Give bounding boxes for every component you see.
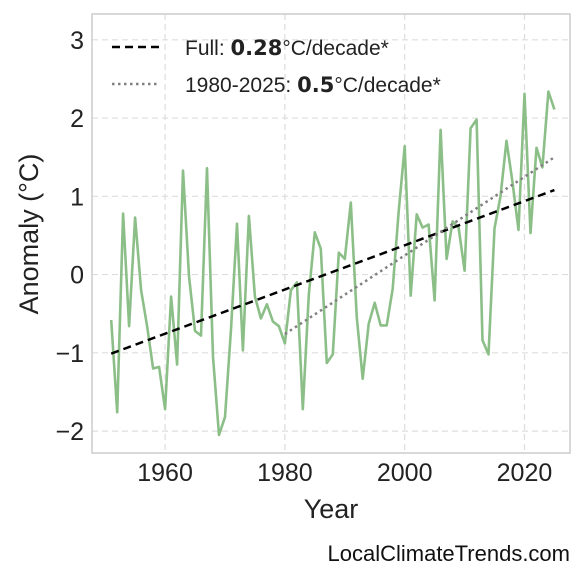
legend-full-prefix: Full: (185, 37, 231, 60)
legend: Full: 0.28°C/decade* 1980-2025: 0.5°C/de… (112, 36, 441, 97)
y-axis: −2 −1 0 1 2 3 (55, 27, 84, 446)
legend-recent-unit: °C/decade* (334, 74, 440, 97)
legend-full-unit: °C/decade* (282, 37, 388, 60)
x-tick-label: 2020 (497, 459, 553, 487)
y-tick-label: −1 (55, 340, 84, 368)
legend-recent-rate: 0.5 (297, 73, 334, 97)
x-axis-label: Year (304, 494, 359, 524)
legend-recent-trend-label: 1980-2025: 0.5°C/decade* (185, 73, 441, 97)
anomaly-series-line (109, 90, 556, 437)
x-tick-label: 2000 (377, 459, 433, 487)
site-credit: LocalClimateTrends.com (328, 541, 571, 566)
plot-frame (91, 13, 571, 454)
plot-background (92, 14, 570, 453)
grid (92, 14, 570, 453)
x-axis: 1960 1980 2000 2020 (137, 459, 552, 487)
y-tick-label: 0 (70, 262, 84, 290)
full-trend-line (110, 188, 555, 355)
y-tick-label: 1 (70, 183, 84, 211)
x-tick-label: 1960 (137, 459, 193, 487)
legend-full-trend-label: Full: 0.28°C/decade* (185, 36, 389, 60)
y-tick-label: 3 (70, 27, 84, 55)
plot-area (109, 90, 556, 437)
y-axis-label: Anomaly (°C) (14, 154, 44, 315)
legend-full-rate: 0.28 (231, 36, 283, 60)
legend-recent-prefix: 1980-2025: (185, 74, 297, 97)
y-tick-label: −2 (55, 418, 84, 446)
y-tick-label: 2 (70, 105, 84, 133)
x-tick-label: 1980 (257, 459, 313, 487)
